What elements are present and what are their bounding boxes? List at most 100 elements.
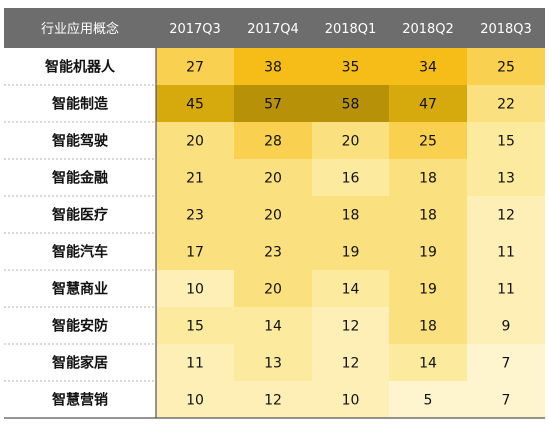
- row-label-cell: [4, 85, 156, 122]
- heat-cell: [467, 48, 545, 85]
- heat-cell: [234, 270, 312, 307]
- heat-cell: [156, 344, 234, 381]
- heat-cell: [312, 122, 389, 159]
- cell-value: 34: [419, 60, 437, 76]
- cell-value: 20: [264, 282, 282, 298]
- row-label: 智能制造: [51, 96, 108, 113]
- cell-value: 13: [497, 171, 515, 187]
- row-label-cell: [4, 381, 156, 418]
- cell-value: 14: [342, 282, 360, 298]
- heat-cell: [467, 270, 545, 307]
- row-label: 智能驾驶: [51, 133, 108, 150]
- heat-cell: [312, 270, 389, 307]
- column-header: 2017Q3: [169, 22, 221, 37]
- heat-cell: [467, 196, 545, 233]
- heat-cell: [234, 233, 312, 270]
- heat-cell: [234, 85, 312, 122]
- cell-value: 20: [264, 208, 282, 224]
- heat-cell: [467, 344, 545, 381]
- cell-value: 25: [497, 60, 515, 76]
- heat-cell: [156, 48, 234, 85]
- heat-cell: [467, 233, 545, 270]
- cell-value: 14: [264, 319, 282, 335]
- row-label: 智慧营销: [51, 392, 108, 409]
- heat-cell: [156, 233, 234, 270]
- heat-cell: [389, 344, 467, 381]
- row-label: 智能汽车: [51, 244, 108, 261]
- heat-cell: [312, 307, 389, 344]
- cell-value: 18: [419, 319, 437, 335]
- cell-value: 5: [424, 393, 433, 409]
- cell-value: 35: [342, 60, 360, 76]
- cell-value: 7: [502, 393, 511, 409]
- row-label: 智能家居: [51, 355, 108, 372]
- cell-value: 11: [497, 245, 515, 261]
- column-header: 2018Q1: [325, 22, 377, 37]
- cell-value: 20: [264, 171, 282, 187]
- heat-cell: [234, 381, 312, 418]
- row-label-cell: [4, 307, 156, 344]
- cell-value: 9: [502, 319, 511, 335]
- column-header: 2018Q2: [402, 22, 454, 37]
- cell-value: 10: [186, 282, 204, 298]
- heat-cell: [389, 381, 467, 418]
- row-label-cell: [4, 122, 156, 159]
- heat-cell: [389, 270, 467, 307]
- heat-cell: [312, 48, 389, 85]
- heat-cell: [467, 85, 545, 122]
- cell-value: 12: [342, 319, 360, 335]
- heat-cell: [389, 159, 467, 196]
- heat-cell: [389, 48, 467, 85]
- column-header: 2018Q3: [480, 22, 532, 37]
- cell-value: 57: [264, 97, 282, 113]
- heat-cell: [156, 159, 234, 196]
- cell-value: 45: [186, 97, 204, 113]
- heat-cell: [312, 85, 389, 122]
- heat-cell: [467, 381, 545, 418]
- row-label-cell: [4, 196, 156, 233]
- cell-value: 11: [186, 356, 204, 372]
- row-label: 智能医疗: [51, 207, 108, 224]
- heat-cell: [389, 196, 467, 233]
- row-label-cell: [4, 344, 156, 381]
- cell-value: 10: [342, 393, 360, 409]
- heat-cell: [156, 270, 234, 307]
- cell-value: 22: [497, 97, 515, 113]
- cell-value: 19: [419, 282, 437, 298]
- cell-value: 10: [186, 393, 204, 409]
- cell-value: 15: [497, 134, 515, 150]
- row-label: 智能机器人: [44, 59, 116, 76]
- heat-cell: [234, 196, 312, 233]
- cell-value: 58: [342, 97, 360, 113]
- cell-value: 19: [419, 245, 437, 261]
- cell-value: 12: [264, 393, 282, 409]
- row-label: 智能金融: [51, 170, 108, 187]
- heat-cell: [156, 307, 234, 344]
- heat-cell: [312, 344, 389, 381]
- heat-cell: [467, 307, 545, 344]
- cell-value: 38: [264, 60, 282, 76]
- heat-cell: [389, 307, 467, 344]
- heat-cell: [312, 233, 389, 270]
- cell-value: 27: [186, 60, 204, 76]
- cell-value: 18: [419, 171, 437, 187]
- heat-cell: [389, 233, 467, 270]
- cell-value: 18: [342, 208, 360, 224]
- corner-label: 行业应用概念: [41, 21, 119, 37]
- heat-cell: [389, 122, 467, 159]
- heat-cell: [156, 122, 234, 159]
- heat-cell: [467, 159, 545, 196]
- cell-value: 11: [497, 282, 515, 298]
- cell-value: 13: [264, 356, 282, 372]
- heat-cell: [312, 159, 389, 196]
- cell-value: 16: [342, 171, 360, 187]
- cell-value: 47: [419, 97, 437, 113]
- heat-cell: [467, 122, 545, 159]
- heat-cell: [312, 196, 389, 233]
- cell-value: 21: [186, 171, 204, 187]
- heat-cell: [234, 307, 312, 344]
- cell-value: 12: [342, 356, 360, 372]
- heat-cell: [312, 381, 389, 418]
- cell-value: 25: [419, 134, 437, 150]
